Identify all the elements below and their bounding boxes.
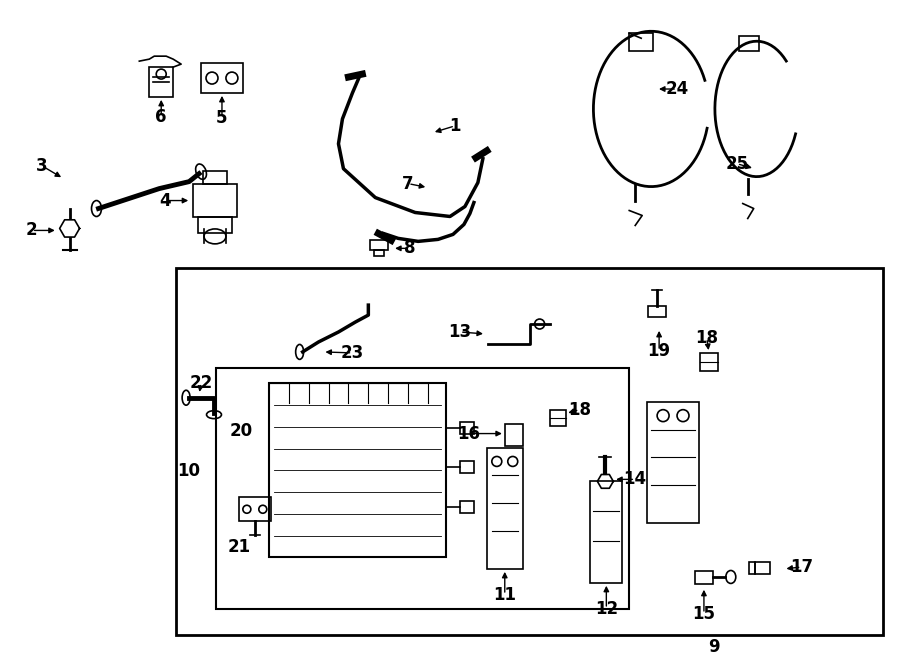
Text: 9: 9 — [708, 638, 720, 656]
Text: 21: 21 — [228, 538, 250, 556]
Text: 11: 11 — [493, 586, 517, 604]
Text: 24: 24 — [665, 80, 688, 98]
Text: 12: 12 — [595, 600, 618, 618]
Text: 22: 22 — [189, 373, 212, 392]
Bar — [460, 501, 474, 513]
Bar — [648, 306, 666, 317]
Text: 14: 14 — [624, 471, 647, 488]
Bar — [176, 268, 883, 635]
Bar — [487, 447, 523, 569]
Bar — [370, 241, 388, 251]
Bar — [590, 481, 622, 583]
Bar — [700, 353, 718, 371]
Bar — [739, 36, 759, 51]
Text: 5: 5 — [216, 109, 228, 127]
Bar — [647, 402, 699, 524]
Text: 2: 2 — [26, 221, 38, 239]
Bar — [149, 67, 173, 97]
Bar — [695, 571, 713, 584]
Bar — [203, 171, 227, 184]
Bar — [374, 251, 384, 256]
Bar — [216, 368, 629, 609]
Text: 10: 10 — [177, 463, 201, 481]
Bar — [238, 497, 271, 521]
Text: 4: 4 — [159, 192, 171, 210]
Bar — [629, 33, 653, 51]
Bar — [269, 383, 446, 557]
Bar — [550, 410, 565, 426]
Bar — [198, 217, 232, 233]
Text: 18: 18 — [696, 329, 718, 347]
Text: 16: 16 — [457, 424, 481, 443]
Bar — [460, 461, 474, 473]
Bar — [460, 422, 474, 434]
Text: 7: 7 — [402, 175, 414, 192]
Text: 17: 17 — [790, 558, 813, 576]
Text: 1: 1 — [449, 117, 461, 135]
Bar — [749, 562, 755, 574]
Text: 15: 15 — [692, 605, 716, 623]
Text: 3: 3 — [36, 157, 48, 175]
Text: 19: 19 — [648, 342, 670, 360]
Text: 23: 23 — [341, 344, 364, 362]
Text: 20: 20 — [230, 422, 252, 440]
Text: 6: 6 — [156, 108, 167, 126]
Bar — [194, 184, 237, 217]
Bar — [201, 63, 243, 93]
Bar — [755, 562, 770, 574]
Text: 13: 13 — [448, 323, 472, 341]
Text: 8: 8 — [404, 239, 416, 257]
Bar — [505, 424, 523, 446]
Text: 25: 25 — [725, 155, 749, 173]
Text: 18: 18 — [568, 401, 591, 418]
